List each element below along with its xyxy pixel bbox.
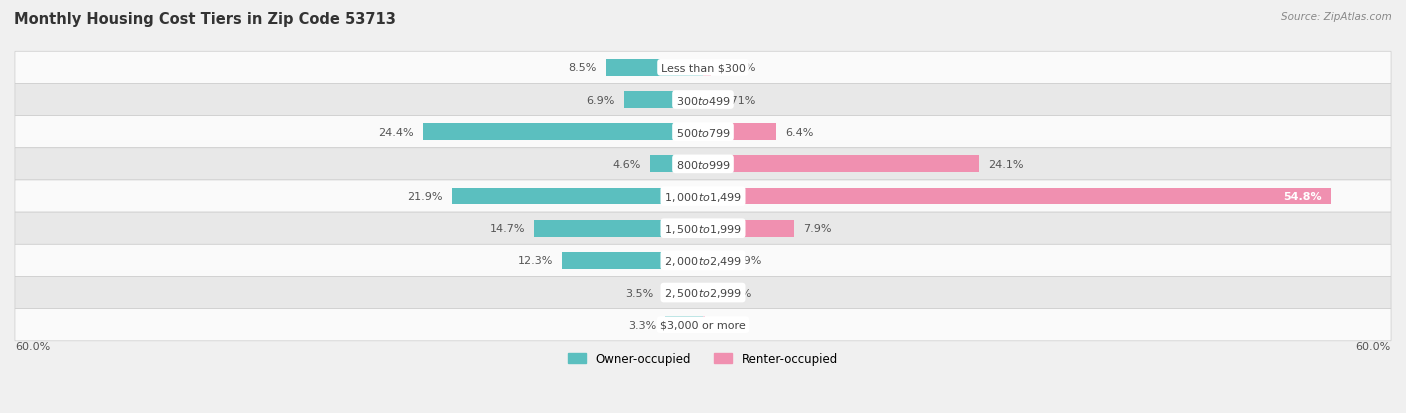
FancyBboxPatch shape	[15, 309, 1391, 341]
Text: 0.39%: 0.39%	[717, 288, 752, 298]
Text: 54.8%: 54.8%	[1284, 192, 1322, 202]
FancyBboxPatch shape	[15, 116, 1391, 148]
Text: Monthly Housing Cost Tiers in Zip Code 53713: Monthly Housing Cost Tiers in Zip Code 5…	[14, 12, 396, 27]
Bar	[703, 252, 724, 269]
Bar	[703, 317, 704, 333]
Text: Source: ZipAtlas.com: Source: ZipAtlas.com	[1281, 12, 1392, 22]
Bar	[703, 124, 776, 141]
Text: 14.7%: 14.7%	[489, 224, 526, 234]
Bar	[703, 188, 1331, 205]
Text: 24.1%: 24.1%	[988, 159, 1024, 169]
Text: $800 to $999: $800 to $999	[675, 159, 731, 171]
FancyBboxPatch shape	[15, 52, 1391, 84]
Text: 0.18%: 0.18%	[714, 320, 749, 330]
Bar	[662, 285, 703, 301]
Legend: Owner-occupied, Renter-occupied: Owner-occupied, Renter-occupied	[564, 347, 842, 370]
Text: $2,000 to $2,499: $2,000 to $2,499	[664, 254, 742, 267]
Text: $2,500 to $2,999: $2,500 to $2,999	[664, 286, 742, 299]
Text: $500 to $799: $500 to $799	[675, 126, 731, 138]
FancyBboxPatch shape	[15, 213, 1391, 244]
Text: $3,000 or more: $3,000 or more	[661, 320, 745, 330]
Text: $1,000 to $1,499: $1,000 to $1,499	[664, 190, 742, 203]
Bar	[703, 285, 707, 301]
FancyBboxPatch shape	[15, 277, 1391, 309]
Text: 0.74%: 0.74%	[721, 63, 756, 73]
Bar	[534, 220, 703, 237]
Text: 60.0%: 60.0%	[15, 341, 51, 351]
Text: 3.5%: 3.5%	[626, 288, 654, 298]
FancyBboxPatch shape	[15, 148, 1391, 180]
Text: 1.9%: 1.9%	[734, 256, 762, 266]
Bar	[703, 156, 979, 173]
Bar	[665, 317, 703, 333]
Bar	[423, 124, 703, 141]
Bar	[606, 60, 703, 76]
Bar	[624, 92, 703, 109]
Text: Less than $300: Less than $300	[661, 63, 745, 73]
Text: 3.3%: 3.3%	[627, 320, 657, 330]
Bar	[703, 60, 711, 76]
FancyBboxPatch shape	[15, 244, 1391, 277]
Text: 8.5%: 8.5%	[568, 63, 596, 73]
Text: 12.3%: 12.3%	[517, 256, 553, 266]
FancyBboxPatch shape	[15, 84, 1391, 116]
Text: $300 to $499: $300 to $499	[675, 94, 731, 106]
Text: 4.6%: 4.6%	[613, 159, 641, 169]
Bar	[703, 92, 711, 109]
Bar	[703, 220, 793, 237]
Text: 0.71%: 0.71%	[720, 95, 755, 105]
Text: 60.0%: 60.0%	[1355, 341, 1391, 351]
Text: 6.9%: 6.9%	[586, 95, 614, 105]
Bar	[451, 188, 703, 205]
Bar	[562, 252, 703, 269]
Text: 24.4%: 24.4%	[378, 127, 415, 138]
Text: $1,500 to $1,999: $1,500 to $1,999	[664, 222, 742, 235]
Text: 6.4%: 6.4%	[786, 127, 814, 138]
Bar	[650, 156, 703, 173]
FancyBboxPatch shape	[15, 180, 1391, 213]
Text: 21.9%: 21.9%	[408, 192, 443, 202]
Text: 7.9%: 7.9%	[803, 224, 831, 234]
